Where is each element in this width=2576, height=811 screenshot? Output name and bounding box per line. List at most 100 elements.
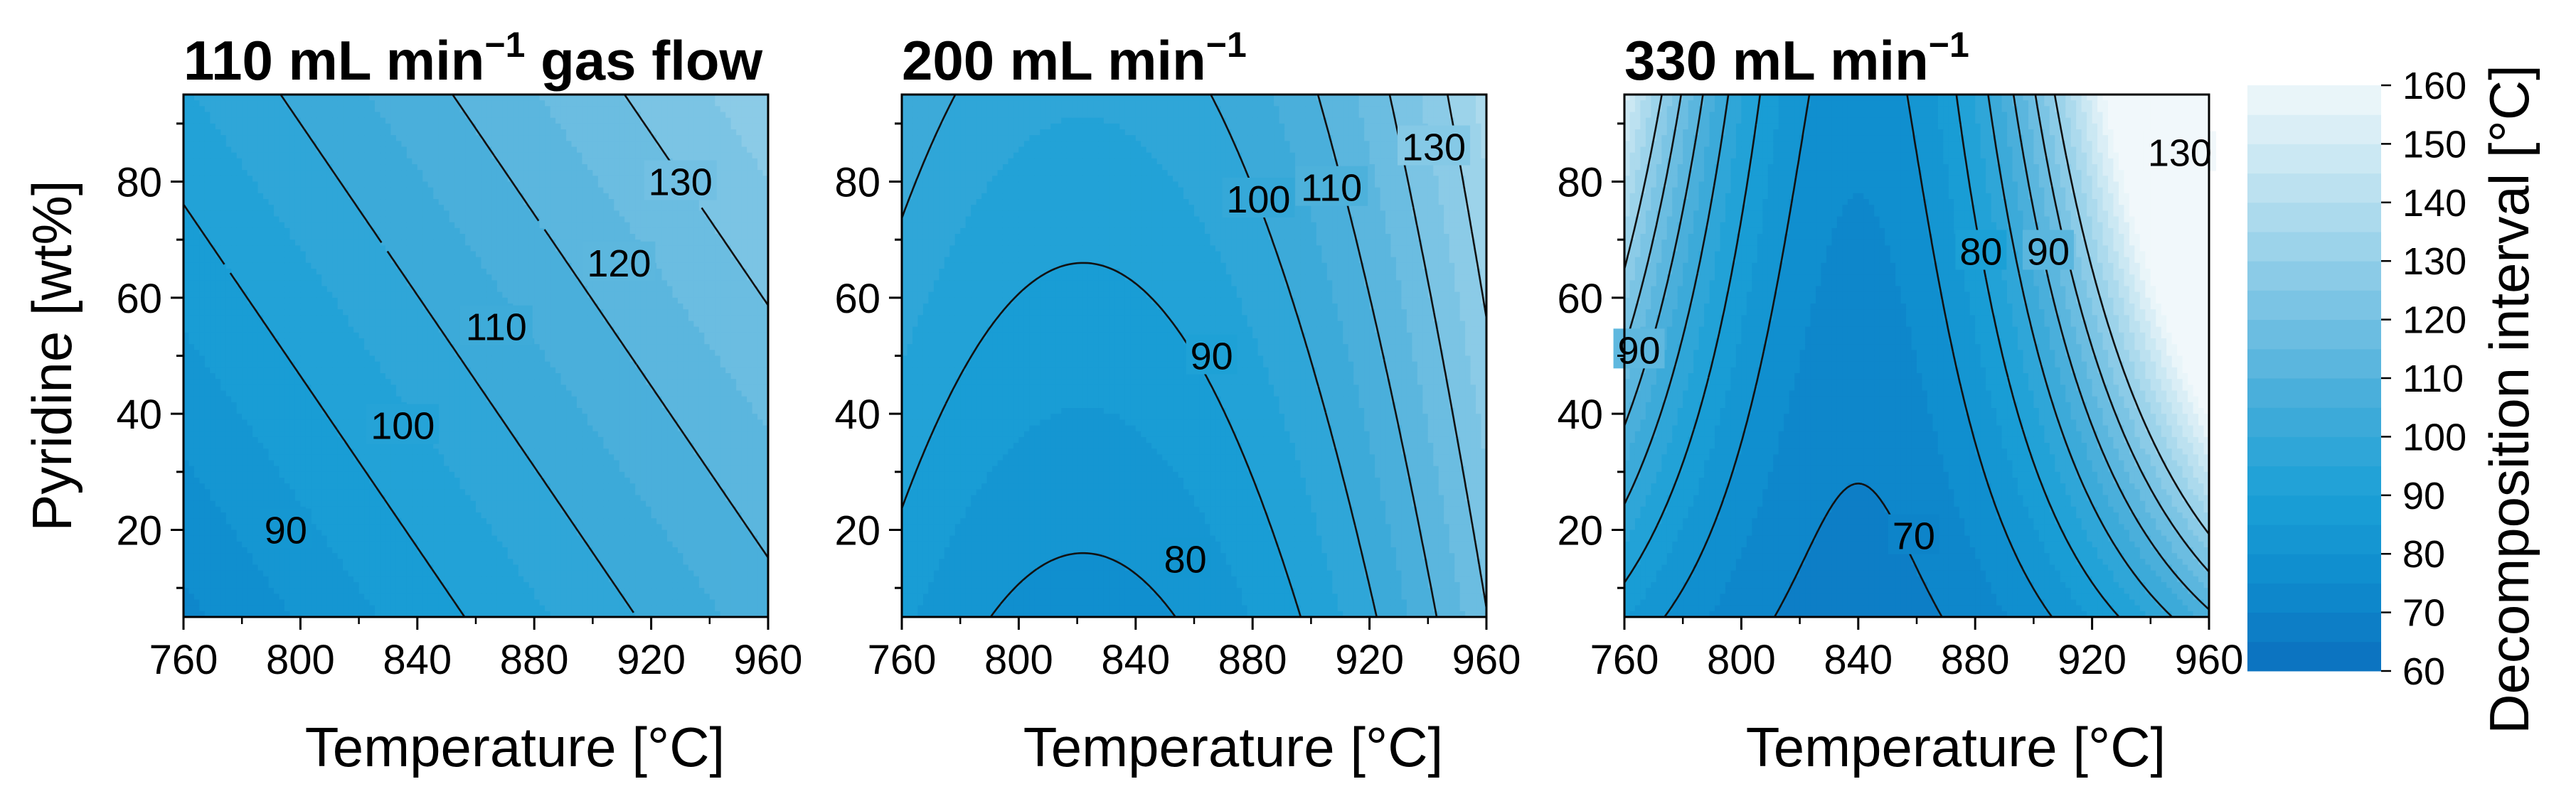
x-tick-label: 800 — [1707, 637, 1776, 683]
y-tick-label: 80 — [834, 160, 880, 206]
y-tick-label: 40 — [1557, 392, 1603, 438]
contour-fill — [1624, 95, 2209, 617]
x-tick-label: 760 — [149, 637, 218, 683]
x-tick-label: 960 — [2175, 637, 2244, 683]
y-axis-label: Pyridine [wt%] — [21, 180, 83, 531]
colorbar-band — [2247, 495, 2381, 525]
colorbar-band — [2247, 641, 2381, 672]
colorbar-band — [2247, 466, 2381, 496]
y-tick-label: 60 — [1557, 276, 1603, 322]
x-tick-label: 880 — [1218, 637, 1287, 683]
contour-label-bg — [1888, 514, 1939, 554]
contour-fill — [902, 95, 1486, 617]
contour-label-bg — [1398, 125, 1471, 166]
contour-label: 90 — [1191, 335, 1233, 378]
contour-label: 110 — [1301, 167, 1362, 210]
colorbar-label: Decomposition interval [°C] — [2478, 65, 2540, 734]
contour-line-100 — [280, 95, 634, 613]
y-tick-label: 20 — [116, 508, 162, 554]
colorbar-band — [2247, 290, 2381, 321]
colorbar-tick-label: 150 — [2402, 123, 2466, 166]
panel-title: 200 mL min−1 — [902, 25, 1247, 92]
x-axis-label: Temperature [°C] — [1023, 716, 1443, 778]
x-tick-label: 800 — [984, 637, 1053, 683]
colorbar-band — [2247, 407, 2381, 437]
colorbar-tick-label: 160 — [2402, 65, 2466, 107]
contour-label-bg — [1159, 537, 1211, 578]
colorbar-band — [2247, 232, 2381, 262]
contour-label: 90 — [265, 510, 307, 552]
contour-lines — [902, 95, 1486, 617]
x-tick-label: 920 — [1335, 637, 1404, 683]
y-tick-label: 60 — [116, 276, 162, 322]
x-tick-label: 960 — [1452, 637, 1521, 683]
contour-label-bg — [1295, 166, 1368, 206]
panel-2: 80 90 100 110 130 760 800 840 880 920 960 20 40 60 80 2… — [834, 25, 1521, 778]
contour-label-bg — [459, 305, 533, 345]
y-tick-label: 80 — [1557, 160, 1603, 206]
colorbar: 60 70 80 90 100 110 120 130 140 150 160 Decompositi… — [2247, 65, 2540, 734]
contour-label: 120 — [587, 242, 651, 285]
panel-title: 330 mL min−1 — [1624, 25, 1969, 92]
colorbar-tick-label: 60 — [2402, 650, 2445, 693]
contour-label-bg — [1186, 334, 1238, 375]
x-axis-label: Temperature [°C] — [1746, 716, 2166, 778]
contour-label-bg — [2022, 230, 2074, 270]
colorbar-band — [2247, 261, 2381, 291]
colorbar-tick-label: 70 — [2402, 592, 2445, 635]
x-tick-label: 840 — [1824, 637, 1893, 683]
contour-label: 110 — [466, 306, 527, 349]
colorbar-tick-label: 90 — [2402, 475, 2445, 517]
x-tick-label: 840 — [383, 637, 452, 683]
x-tick-label: 880 — [1941, 637, 2010, 683]
colorbar-band — [2247, 583, 2381, 613]
contour-label-bg — [1955, 230, 2007, 270]
colorbar-band — [2247, 85, 2381, 115]
contour-label: 90 — [2027, 231, 2070, 274]
contour-label: 100 — [371, 405, 435, 448]
colorbar-band — [2247, 554, 2381, 584]
colorbar-band — [2247, 144, 2381, 174]
contour-label: 70 — [1893, 515, 1935, 558]
y-tick-label: 40 — [116, 392, 162, 438]
x-axis-label: Temperature [°C] — [305, 716, 725, 778]
colorbar-tick-label: 140 — [2402, 182, 2466, 225]
contour-label-bg — [366, 404, 440, 444]
colorbar-tick-label: 80 — [2402, 533, 2445, 576]
contour-label-bg — [582, 241, 656, 281]
contour-label-bg — [1613, 328, 1665, 369]
y-tick-label: 20 — [834, 508, 880, 554]
x-tick-label: 920 — [2058, 637, 2127, 683]
panel-title: 110 mL min−1 gas flow — [183, 25, 763, 92]
contour-label: 130 — [649, 161, 713, 204]
x-tick-label: 760 — [868, 637, 937, 683]
contour-line-80 — [989, 552, 1176, 617]
colorbar-band — [2247, 348, 2381, 379]
x-tick-label: 760 — [1590, 637, 1659, 683]
y-tick-label: 80 — [116, 160, 162, 206]
colorbar-tick-label: 120 — [2402, 299, 2466, 342]
y-tick-label: 40 — [834, 392, 880, 438]
colorbar-tick-label: 100 — [2402, 416, 2466, 458]
contour-label: 80 — [1164, 538, 1207, 581]
colorbar-band — [2247, 436, 2381, 467]
x-tick-label: 960 — [734, 637, 803, 683]
y-tick-label: 60 — [834, 276, 880, 322]
contour-label: 130 — [2148, 132, 2212, 175]
contour-lines — [183, 95, 768, 617]
colorbar-band — [2247, 378, 2381, 408]
contour-label: 130 — [1402, 127, 1466, 169]
x-tick-label: 840 — [1101, 637, 1170, 683]
x-tick-label: 880 — [500, 637, 569, 683]
contour-label: 80 — [1959, 231, 2002, 274]
colorbar-band — [2247, 202, 2381, 232]
y-tick-label: 20 — [1557, 508, 1603, 554]
colorbar-band — [2247, 319, 2381, 350]
colorbar-band — [2247, 612, 2381, 643]
colorbar-band — [2247, 114, 2381, 144]
panel-1: 90 100 110 120 130 760 800 840 880 920 960 20 40 60 80… — [21, 25, 802, 778]
colorbar-band — [2247, 525, 2381, 554]
contour-label-bg — [260, 508, 312, 549]
